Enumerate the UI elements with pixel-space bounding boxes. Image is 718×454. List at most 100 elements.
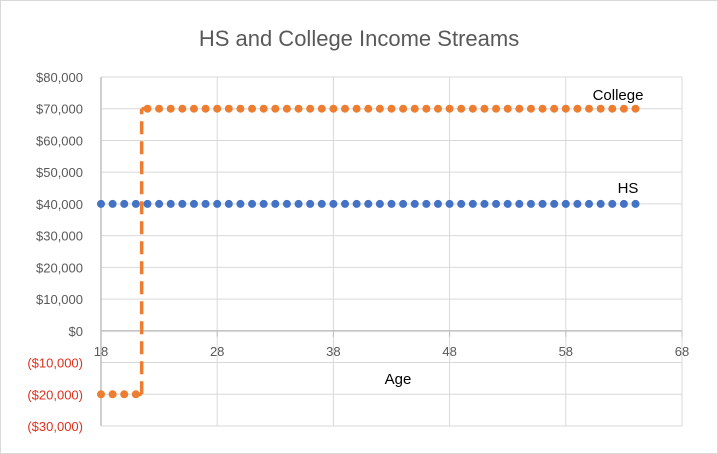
college-data-point — [166, 104, 175, 113]
hs-data-point — [480, 199, 489, 208]
college-data-point — [608, 104, 617, 113]
college-data-point — [294, 104, 303, 113]
college-data-point — [306, 104, 315, 113]
hs-data-point — [97, 199, 105, 208]
college-data-point — [573, 104, 582, 113]
hs-data-point — [468, 199, 477, 208]
hs-data-point — [248, 199, 257, 208]
hs-data-point — [201, 199, 210, 208]
college-data-point — [108, 390, 117, 399]
hs-data-point — [573, 199, 582, 208]
hs-data-point — [341, 199, 350, 208]
series-label-hs: HS — [618, 180, 639, 197]
college-data-point — [422, 104, 431, 113]
hs-data-point — [550, 199, 559, 208]
hs-data-point — [317, 199, 326, 208]
hs-data-point — [306, 199, 315, 208]
hs-data-point — [492, 199, 501, 208]
x-tick-label: 28 — [210, 344, 224, 359]
college-data-point — [515, 104, 524, 113]
hs-data-point — [224, 199, 233, 208]
college-data-point — [492, 104, 501, 113]
college-data-point — [480, 104, 489, 113]
hs-data-point — [352, 199, 361, 208]
axes — [100, 77, 683, 426]
hs-data-point — [364, 199, 373, 208]
college-data-point — [375, 104, 384, 113]
college-data-point — [341, 104, 350, 113]
hs-data-point — [131, 199, 140, 208]
hs-data-point — [213, 199, 222, 208]
college-data-point — [248, 104, 257, 113]
y-tick-label: $40,000 — [36, 197, 83, 212]
college-data-point — [550, 104, 559, 113]
hs-data-point — [259, 199, 268, 208]
x-axis-title: Age — [385, 371, 412, 388]
hs-data-point — [108, 199, 117, 208]
college-data-point — [178, 104, 187, 113]
series-markers — [97, 104, 640, 399]
hs-data-point — [631, 199, 640, 208]
hs-data-point — [410, 199, 419, 208]
college-data-point — [97, 390, 105, 399]
hs-data-point — [143, 199, 152, 208]
college-data-point — [445, 104, 454, 113]
college-data-point — [399, 104, 408, 113]
college-data-point — [317, 104, 326, 113]
college-data-point — [364, 104, 373, 113]
college-data-point — [189, 104, 198, 113]
hs-data-point — [166, 199, 175, 208]
college-data-point — [526, 104, 535, 113]
college-data-point — [155, 104, 164, 113]
hs-data-point — [271, 199, 280, 208]
college-data-point — [410, 104, 419, 113]
college-data-point — [585, 104, 594, 113]
y-tick-label: $30,000 — [36, 229, 83, 244]
college-data-point — [329, 104, 338, 113]
y-tick-label: $10,000 — [36, 292, 83, 307]
college-data-point — [468, 104, 477, 113]
hs-data-point — [294, 199, 303, 208]
hs-data-point — [189, 199, 198, 208]
chart-title: HS and College Income Streams — [199, 26, 519, 51]
x-tick-label: 38 — [326, 344, 340, 359]
college-data-point — [433, 104, 442, 113]
hs-data-point — [445, 199, 454, 208]
x-tick-label: 58 — [559, 344, 573, 359]
hs-data-point — [538, 199, 547, 208]
hs-data-point — [608, 199, 617, 208]
hs-data-point — [422, 199, 431, 208]
y-tick-labels: $80,000 $70,000 $60,000 $50,000 $40,000 $30,0… — [27, 70, 83, 434]
x-tick-labels: 18 28 38 48 58 68 — [94, 344, 689, 359]
hs-data-point — [375, 199, 384, 208]
college-data-point — [213, 104, 222, 113]
hs-data-point — [457, 199, 466, 208]
college-data-point — [143, 104, 152, 113]
hs-data-point — [515, 199, 524, 208]
college-data-point — [561, 104, 570, 113]
college-data-point — [282, 104, 291, 113]
x-tick-label: 18 — [94, 344, 108, 359]
y-tick-label: $80,000 — [36, 70, 83, 85]
y-tick-label: $60,000 — [36, 133, 83, 148]
y-tick-label: ($30,000) — [27, 419, 83, 434]
college-data-point — [619, 104, 628, 113]
hs-data-point — [282, 199, 291, 208]
y-tick-label: ($10,000) — [27, 356, 83, 371]
hs-data-point — [561, 199, 570, 208]
y-tick-label: $20,000 — [36, 260, 83, 275]
college-data-point — [352, 104, 361, 113]
hs-data-point — [155, 199, 164, 208]
college-data-point — [503, 104, 512, 113]
college-data-point — [201, 104, 210, 113]
hs-data-point — [433, 199, 442, 208]
hs-data-point — [596, 199, 605, 208]
college-data-point — [631, 104, 640, 113]
college-data-point — [457, 104, 466, 113]
hs-data-point — [526, 199, 535, 208]
hs-data-point — [399, 199, 408, 208]
hs-data-point — [387, 199, 396, 208]
college-data-point — [596, 104, 605, 113]
